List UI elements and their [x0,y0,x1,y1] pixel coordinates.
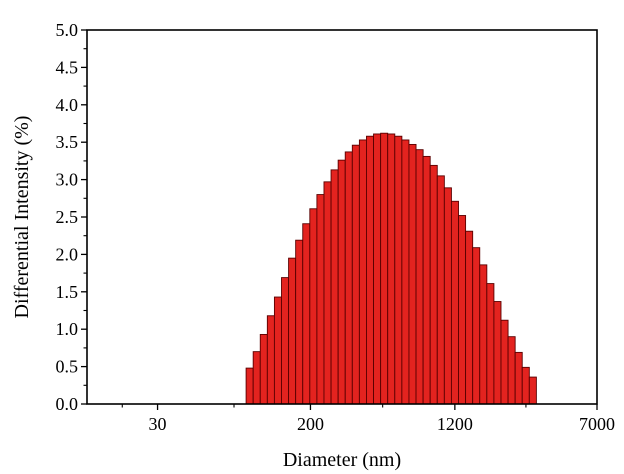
x-axis-title: Diameter (nm) [283,449,401,471]
y-axis-title: Differential Intensity (%) [11,116,33,319]
ticks: 0.0 0.5 1.0 1.5 2.0 2.5 3.0 3.5 4.0 4.5 5.0 30 200 12… [56,20,616,434]
y-tick-label-5: 2.5 [56,207,79,227]
bar-23 [408,143,417,405]
bar-2 [259,333,268,405]
bar-32 [472,247,481,405]
x-tick-label-1: 200 [297,414,324,434]
bar-38 [514,351,523,405]
bar-26 [429,164,438,405]
bar-39 [521,366,530,405]
bar-6 [288,257,297,405]
bar-15 [351,144,360,405]
y-tick-label-8: 4.0 [56,95,79,115]
y-tick-label-1: 0.5 [56,357,79,377]
bar-7 [295,239,304,405]
y-tick-label-6: 3.0 [56,170,79,190]
y-tick-label-3: 1.5 [56,282,79,302]
bar-35 [493,301,502,405]
x-tick-label-0: 30 [149,414,167,434]
bar-30 [458,215,467,405]
bar-13 [337,159,346,405]
bar-8 [302,223,311,405]
bar-21 [394,135,403,405]
bar-10 [316,194,325,405]
x-tick-label-2: 1200 [437,414,473,434]
bar-16 [358,139,367,405]
bar-22 [401,139,410,405]
plot-frame [86,29,598,405]
y-tick-label-10: 5.0 [56,20,79,40]
x-tick-label-3: 7000 [579,414,615,434]
bar-0 [245,367,254,405]
bar-4 [273,296,282,405]
bar-17 [366,135,375,405]
bar-36 [500,319,509,405]
bar-24 [415,149,424,405]
bar-27 [436,175,445,405]
y-tick-label-4: 2.0 [56,244,79,264]
y-tick-label-7: 3.5 [56,132,79,152]
bar-1 [252,351,261,405]
bar-28 [443,187,452,405]
bar-20 [387,133,396,405]
y-tick-label-9: 4.5 [56,57,79,77]
bar-11 [323,181,332,405]
y-tick-label-2: 1.0 [56,319,79,339]
bar-3 [266,315,275,405]
bar-5 [281,277,290,405]
y-tick-label-0: 0.0 [56,394,79,414]
bar-40 [528,376,537,405]
bar-33 [479,264,488,405]
bar-14 [344,151,353,405]
bar-12 [330,169,339,405]
bar-31 [465,230,474,405]
bar-37 [507,336,516,405]
bars [245,132,537,405]
bar-19 [380,132,389,405]
bar-25 [422,155,431,405]
bar-9 [309,208,318,405]
bar-18 [373,133,382,405]
bar-34 [486,283,495,405]
bar-29 [450,200,459,405]
